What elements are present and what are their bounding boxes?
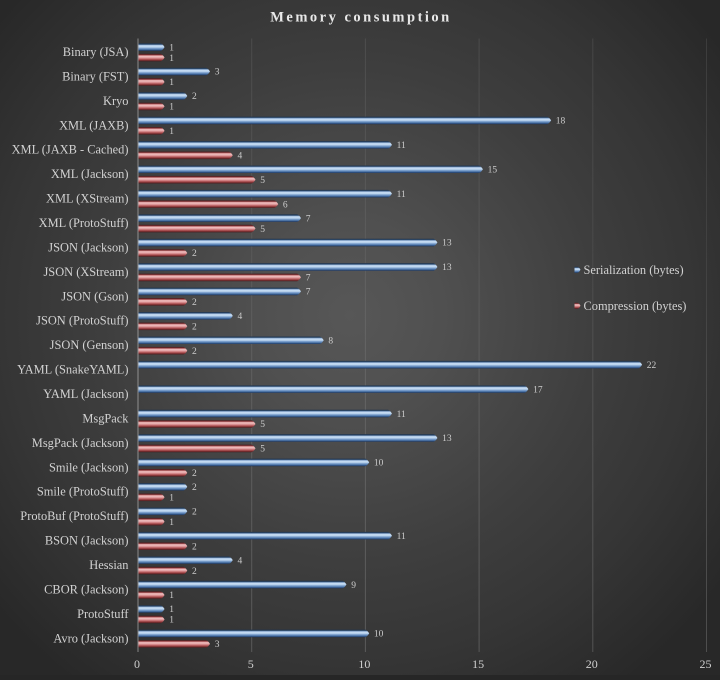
svg-text:2: 2	[192, 508, 197, 518]
svg-text:3: 3	[215, 68, 220, 78]
svg-text:YAML (SnakeYAML): YAML (SnakeYAML)	[17, 363, 128, 377]
svg-text:ProtoBuf (ProtoStuff): ProtoBuf (ProtoStuff)	[20, 509, 128, 523]
svg-text:11: 11	[397, 141, 406, 151]
svg-text:XML (JAXB): XML (JAXB)	[59, 118, 128, 132]
svg-text:XML (ProtoStuff): XML (ProtoStuff)	[39, 216, 129, 230]
svg-text:Serialization (bytes): Serialization (bytes)	[584, 263, 684, 277]
svg-text:4: 4	[238, 556, 243, 566]
svg-text:4: 4	[238, 312, 243, 322]
svg-text:15: 15	[488, 165, 498, 175]
svg-text:Binary (JSA): Binary (JSA)	[63, 45, 129, 59]
svg-text:2: 2	[192, 298, 197, 308]
svg-text:1: 1	[169, 78, 174, 88]
svg-text:XML (JAXB - Cached): XML (JAXB - Cached)	[12, 143, 129, 157]
svg-text:MsgPack (Jackson): MsgPack (Jackson)	[32, 436, 129, 450]
svg-text:JSON (Jackson): JSON (Jackson)	[48, 240, 128, 254]
svg-text:13: 13	[442, 434, 452, 444]
svg-text:YAML (Jackson): YAML (Jackson)	[43, 387, 128, 401]
svg-text:7: 7	[306, 274, 311, 284]
svg-text:13: 13	[442, 239, 452, 249]
svg-text:10: 10	[374, 630, 384, 640]
svg-text:JSON (ProtoStuff): JSON (ProtoStuff)	[36, 314, 128, 328]
svg-text:1: 1	[169, 591, 174, 601]
svg-text:11: 11	[397, 410, 406, 420]
svg-text:7: 7	[306, 214, 311, 224]
svg-text:JSON (Gson): JSON (Gson)	[61, 289, 128, 303]
svg-text:XML (XStream): XML (XStream)	[46, 192, 128, 206]
svg-text:Avro (Jackson): Avro (Jackson)	[53, 631, 128, 645]
svg-text:Memory consumption: Memory consumption	[270, 10, 452, 26]
svg-text:Binary (FST): Binary (FST)	[62, 69, 128, 83]
svg-text:5: 5	[248, 657, 254, 671]
svg-text:BSON (Jackson): BSON (Jackson)	[45, 534, 129, 548]
svg-text:3: 3	[215, 640, 220, 650]
svg-text:8: 8	[328, 337, 333, 347]
svg-text:9: 9	[351, 581, 356, 591]
svg-text:4: 4	[238, 152, 243, 162]
svg-text:MsgPack: MsgPack	[82, 411, 129, 425]
svg-text:1: 1	[169, 54, 174, 64]
svg-text:Kryo: Kryo	[103, 94, 128, 108]
svg-text:18: 18	[556, 117, 566, 127]
svg-text:17: 17	[533, 385, 543, 395]
svg-text:JSON (Genson): JSON (Genson)	[50, 338, 129, 352]
svg-text:5: 5	[260, 176, 265, 186]
svg-text:1: 1	[169, 127, 174, 137]
svg-text:2: 2	[192, 347, 197, 357]
svg-text:2: 2	[192, 92, 197, 102]
svg-text:5: 5	[260, 445, 265, 455]
svg-text:5: 5	[260, 225, 265, 235]
svg-text:CBOR (Jackson): CBOR (Jackson)	[44, 583, 128, 597]
svg-text:1: 1	[169, 43, 174, 53]
svg-text:11: 11	[397, 190, 406, 200]
svg-text:5: 5	[260, 420, 265, 430]
svg-text:Smile (ProtoStuff): Smile (ProtoStuff)	[37, 485, 129, 499]
svg-text:0: 0	[134, 657, 140, 671]
svg-text:7: 7	[306, 288, 311, 298]
svg-text:1: 1	[169, 103, 174, 113]
svg-text:11: 11	[397, 532, 406, 542]
svg-text:2: 2	[192, 249, 197, 259]
svg-text:20: 20	[586, 657, 598, 671]
svg-text:1: 1	[169, 494, 174, 504]
svg-text:1: 1	[169, 518, 174, 528]
svg-text:1: 1	[169, 605, 174, 615]
svg-text:2: 2	[192, 483, 197, 493]
svg-text:6: 6	[283, 200, 288, 210]
svg-text:22: 22	[647, 361, 657, 371]
svg-text:Smile (Jackson): Smile (Jackson)	[49, 460, 129, 474]
svg-text:ProtoStuff: ProtoStuff	[77, 607, 129, 621]
svg-text:2: 2	[192, 323, 197, 333]
svg-text:2: 2	[192, 542, 197, 552]
svg-text:1: 1	[169, 616, 174, 626]
svg-text:10: 10	[374, 459, 384, 469]
svg-text:Compression (bytes): Compression (bytes)	[584, 299, 687, 313]
svg-text:2: 2	[192, 567, 197, 577]
svg-text:XML (Jackson): XML (Jackson)	[51, 167, 129, 181]
svg-text:2: 2	[192, 469, 197, 479]
svg-text:Hessian: Hessian	[89, 558, 128, 572]
svg-text:25: 25	[700, 657, 712, 671]
svg-text:10: 10	[358, 657, 370, 671]
svg-text:13: 13	[442, 263, 452, 273]
svg-text:JSON (XStream): JSON (XStream)	[43, 265, 128, 279]
svg-text:15: 15	[472, 657, 484, 671]
